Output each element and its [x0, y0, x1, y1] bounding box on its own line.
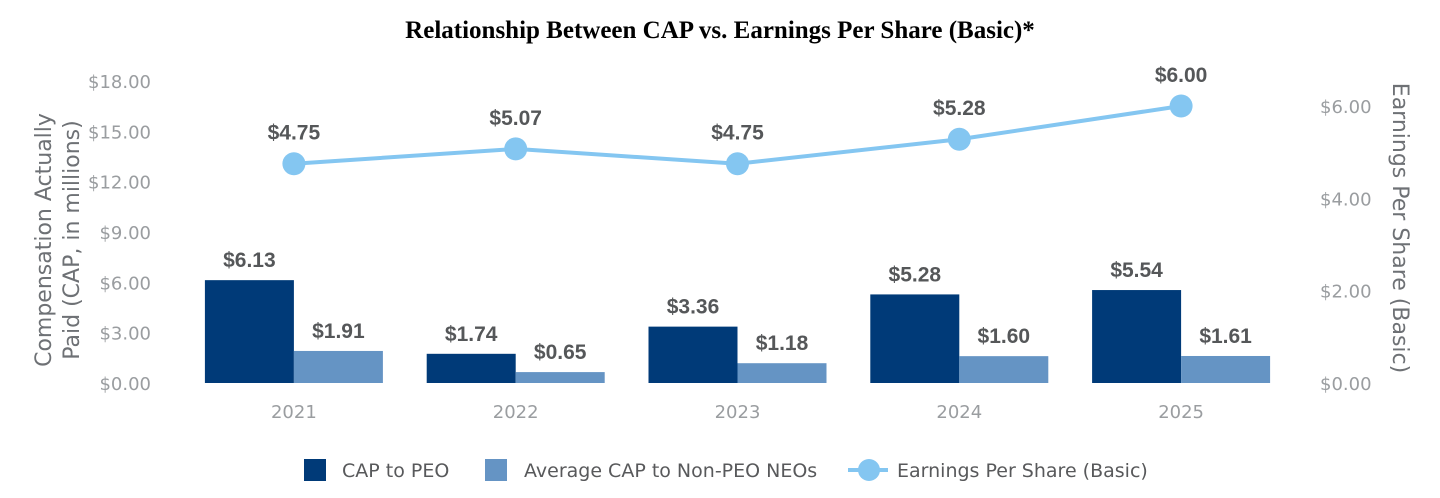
right-axis-label: Earnings Per Share (Basic)	[1387, 83, 1412, 373]
bar-cap-to-peo-2024	[870, 294, 960, 383]
bar-data-label: $1.91	[312, 320, 365, 343]
right-axis-ticks: $0.00 $2.00 $4.00 $6.00	[1320, 97, 1372, 395]
line-series: $4.75 $5.07 $4.75 $5.28 $6.00	[268, 64, 1208, 176]
legend-swatch-avg-cap	[485, 459, 507, 481]
x-tick-label: 2021	[271, 402, 317, 423]
left-tick-label: $15.00	[88, 122, 151, 143]
bar-data-label: $3.36	[667, 296, 720, 319]
bar-cap-to-peo-2023	[648, 326, 738, 383]
eps-data-label: $6.00	[1155, 64, 1208, 87]
bar-data-label: $5.54	[1110, 259, 1163, 282]
eps-point-2025	[1169, 94, 1193, 118]
eps-data-label: $5.28	[933, 97, 986, 120]
legend-marker-eps	[858, 459, 880, 481]
eps-point-2022	[504, 137, 528, 161]
bar-data-label: $1.18	[756, 332, 809, 355]
x-tick-label: 2022	[493, 402, 539, 423]
legend-swatch-cap-to-peo	[304, 459, 326, 481]
bar-data-label: $5.28	[889, 263, 942, 286]
x-tick-label: 2023	[715, 402, 761, 423]
chart-title: Relationship Between CAP vs. Earnings Pe…	[405, 17, 1035, 44]
left-tick-label: $9.00	[99, 223, 151, 244]
bar-avg-cap-non-peo-2025	[1181, 355, 1271, 383]
eps-point-2021	[282, 152, 306, 176]
bar-cap-to-peo-2025	[1092, 290, 1182, 383]
right-tick-label: $4.00	[1320, 189, 1372, 210]
eps-point-2023	[726, 152, 749, 176]
left-tick-label: $3.00	[99, 324, 151, 345]
left-axis-label-line2: Paid (CAP, in millions)	[60, 120, 85, 359]
legend-label-cap-to-peo: CAP to PEO	[342, 460, 449, 482]
bar-avg-cap-non-peo-2022	[515, 372, 605, 383]
legend-label-eps: Earnings Per Share (Basic)	[897, 460, 1148, 482]
bar-data-label: $1.61	[1199, 325, 1252, 348]
x-tick-label: 2024	[936, 402, 982, 423]
legend-label-avg-cap: Average CAP to Non-PEO NEOs	[524, 460, 817, 482]
left-tick-label: $18.00	[88, 72, 151, 93]
left-tick-label: $6.00	[99, 273, 151, 294]
bar-data-label: $6.13	[223, 249, 276, 272]
left-axis-ticks: $0.00 $3.00 $6.00 $9.00 $12.00 $15.00 $18.00	[88, 72, 151, 395]
left-tick-label: $0.00	[99, 374, 151, 395]
legend: CAP to PEO Average CAP to Non-PEO NEOs Ear…	[304, 459, 1148, 482]
right-tick-label: $2.00	[1320, 282, 1372, 303]
bar-avg-cap-non-peo-2024	[959, 356, 1049, 383]
eps-point-2024	[947, 127, 971, 151]
bar-data-label: $1.74	[445, 323, 498, 346]
eps-data-label: $4.75	[268, 122, 321, 145]
x-axis-ticks: 2021 2022 2023 2024 2025	[271, 402, 1204, 423]
eps-data-label: $5.07	[489, 107, 542, 130]
bar-data-label: $0.65	[534, 341, 587, 364]
right-tick-label: $6.00	[1320, 97, 1372, 118]
bar-cap-to-peo-2021	[204, 280, 294, 383]
eps-data-label: $4.75	[711, 122, 764, 145]
left-axis-label-line1: Compensation Actually	[32, 113, 57, 367]
bar-series: $6.13 $1.74 $3.36 $5.28 $5.54 $1.91 $0.65 $1.18…	[204, 249, 1271, 383]
bar-avg-cap-non-peo-2023	[737, 363, 827, 383]
bar-data-label: $1.60	[978, 325, 1031, 348]
left-axis-label: Compensation Actually Paid (CAP, in mill…	[32, 113, 85, 367]
x-tick-label: 2025	[1158, 402, 1204, 423]
right-tick-label: $0.00	[1320, 374, 1372, 395]
left-tick-label: $12.00	[88, 173, 151, 194]
bar-cap-to-peo-2022	[426, 353, 516, 383]
bar-avg-cap-non-peo-2021	[293, 350, 383, 383]
